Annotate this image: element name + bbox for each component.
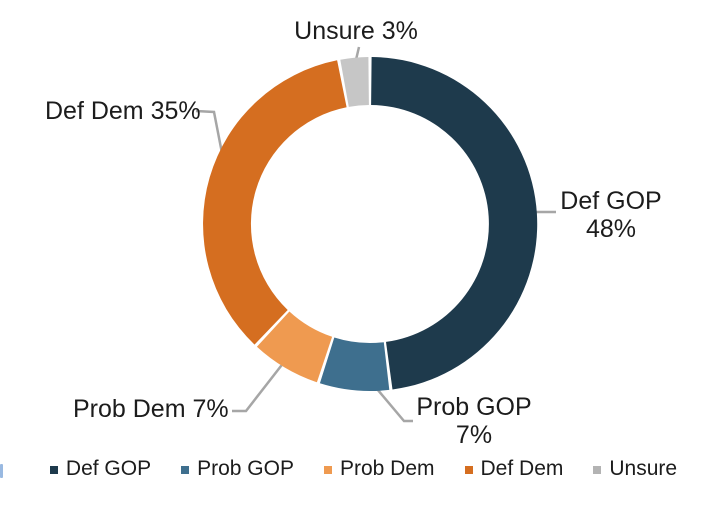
- callout-label-prob-dem: Prob Dem 7%: [73, 395, 229, 423]
- callout-label-def-dem: Def Dem 35%: [45, 97, 201, 125]
- legend-item-prob-dem: Prob Dem: [323, 457, 435, 481]
- donut-slice-prob-dem: [256, 311, 333, 383]
- legend-marker-prob-gop: [181, 466, 190, 474]
- leader-line-prob-dem: [232, 347, 296, 413]
- donut-slice-unsure: [340, 57, 369, 107]
- callout-label-unsure: Unsure 3%: [294, 17, 418, 45]
- legend-label-def-dem: Def Dem: [480, 457, 564, 480]
- callout-label-prob-gop-line2: 7%: [455, 421, 493, 449]
- edge-artifact: [0, 464, 3, 478]
- donut-slice-prob-gop: [319, 337, 390, 392]
- donut-slice-def-gop: [371, 57, 538, 390]
- donut-slice-def-dem: [203, 60, 347, 345]
- legend-marker-def-gop: [49, 466, 58, 474]
- legend-label-def-gop: Def GOP: [65, 457, 152, 480]
- callout-label-def-gop-line1: Def GOP: [560, 187, 662, 215]
- legend-item-def-gop: Def GOP: [49, 457, 152, 481]
- callout-label-def-gop-line2: 48%: [585, 215, 637, 243]
- legend-marker-def-dem: [464, 466, 473, 474]
- chart-legend: Def GOP Prob GOP Prob Dem Def Dem Unsure: [0, 457, 727, 481]
- legend-label-prob-dem: Prob Dem: [339, 457, 435, 480]
- legend-marker-prob-dem: [323, 466, 332, 474]
- legend-item-unsure: Unsure: [593, 457, 677, 481]
- callout-label-def-gop: Def GOP 48%: [560, 187, 661, 243]
- legend-marker-unsure: [593, 466, 602, 474]
- legend-label-unsure: Unsure: [609, 457, 678, 480]
- callout-label-prob-gop: Prob GOP 7%: [416, 393, 531, 449]
- donut-slices: [203, 57, 538, 392]
- legend-item-def-dem: Def Dem: [464, 457, 564, 481]
- legend-label-prob-gop: Prob GOP: [197, 457, 294, 480]
- callout-label-prob-gop-line1: Prob GOP: [416, 393, 532, 421]
- legend-item-prob-gop: Prob GOP: [181, 457, 294, 481]
